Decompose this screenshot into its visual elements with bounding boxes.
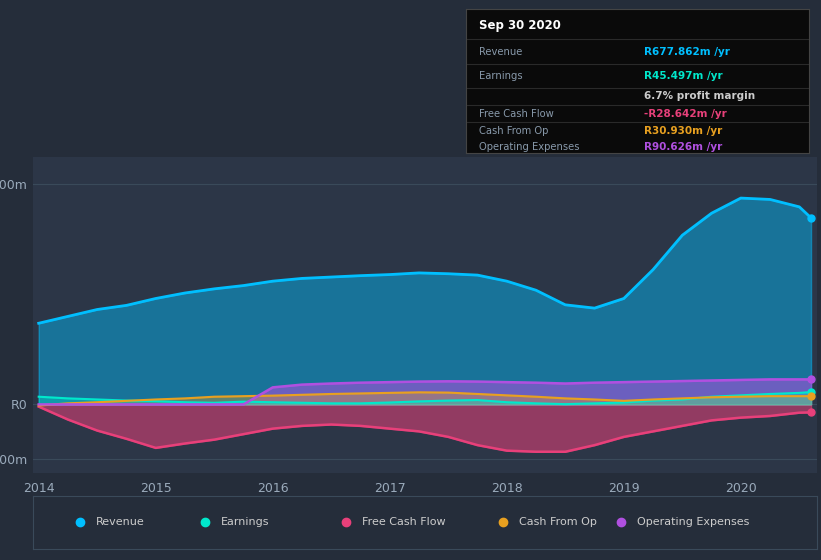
Text: R30.930m /yr: R30.930m /yr — [644, 126, 722, 136]
Text: R90.626m /yr: R90.626m /yr — [644, 142, 722, 152]
Text: 6.7% profit margin: 6.7% profit margin — [644, 91, 755, 101]
Text: Sep 30 2020: Sep 30 2020 — [479, 19, 561, 32]
Text: Operating Expenses: Operating Expenses — [479, 142, 580, 152]
Text: -R28.642m /yr: -R28.642m /yr — [644, 109, 727, 119]
Text: R45.497m /yr: R45.497m /yr — [644, 71, 722, 81]
Text: Revenue: Revenue — [95, 517, 144, 527]
Text: Free Cash Flow: Free Cash Flow — [362, 517, 446, 527]
Text: R677.862m /yr: R677.862m /yr — [644, 46, 730, 57]
Text: Cash From Op: Cash From Op — [519, 517, 597, 527]
Text: Operating Expenses: Operating Expenses — [636, 517, 749, 527]
Text: Earnings: Earnings — [221, 517, 269, 527]
Text: Earnings: Earnings — [479, 71, 523, 81]
Text: Cash From Op: Cash From Op — [479, 126, 548, 136]
Text: Revenue: Revenue — [479, 46, 523, 57]
Text: Free Cash Flow: Free Cash Flow — [479, 109, 554, 119]
